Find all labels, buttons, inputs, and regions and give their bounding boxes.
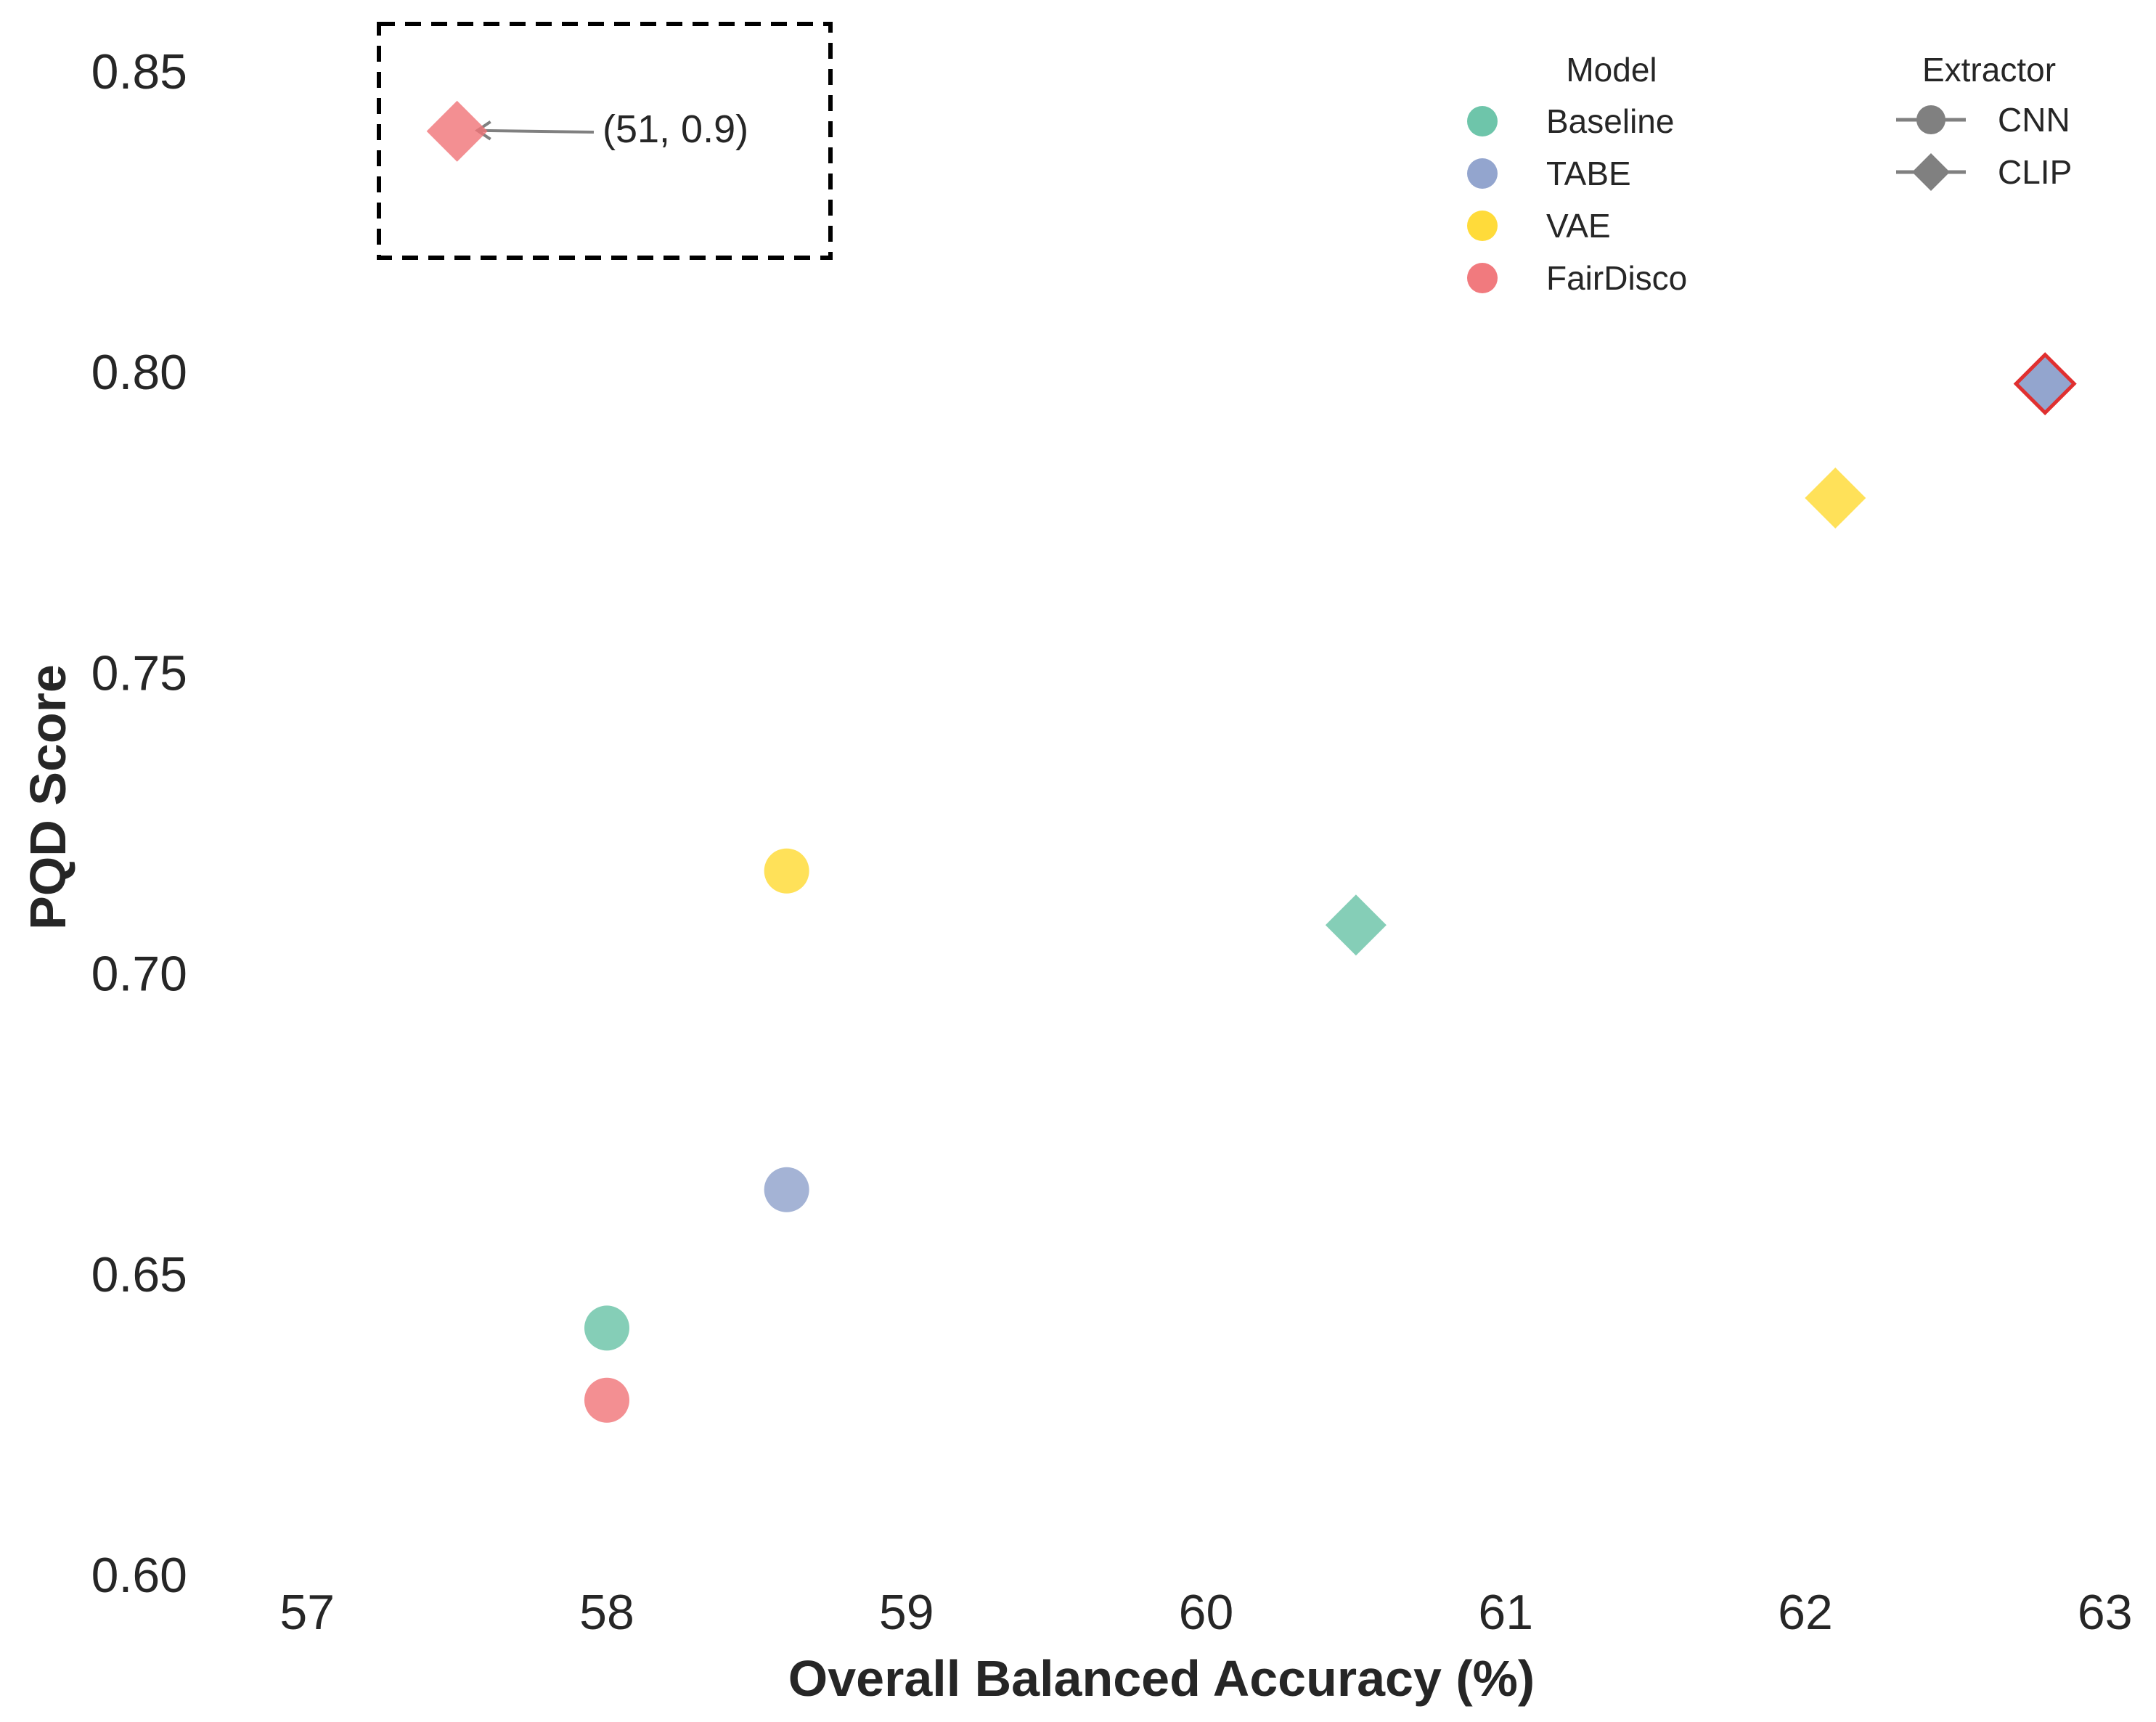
legend-model-title: Model — [1566, 51, 1657, 89]
legend-label-baseline: Baseline — [1546, 102, 1674, 140]
x-tick-label: 58 — [579, 1585, 634, 1640]
legend-label-fairdisco: FairDisco — [1546, 259, 1687, 297]
off-scale-annotation: (51, 0.9) — [377, 22, 833, 260]
x-tick-label: 57 — [279, 1585, 335, 1640]
point-baseline-clip — [1325, 894, 1387, 956]
point-baseline-cnn — [584, 1305, 630, 1351]
point-fairdisco-cnn — [584, 1377, 630, 1423]
x-tick-label: 61 — [1478, 1585, 1533, 1640]
legend-swatch-fairdisco — [1467, 263, 1498, 293]
y-axis-title: PQD Score — [20, 664, 76, 930]
y-tick-label: 0.75 — [91, 645, 187, 701]
legend-swatch-vae — [1467, 211, 1498, 241]
x-tick-label: 63 — [2078, 1585, 2133, 1640]
y-tick-label: 0.65 — [91, 1247, 187, 1302]
legend-swatch-baseline — [1467, 106, 1498, 136]
legend-marker-clip — [1912, 153, 1950, 191]
x-axis-ticks: 57 58 59 60 61 62 63 — [279, 1585, 2132, 1640]
y-tick-label: 0.80 — [91, 345, 187, 400]
point-vae-clip — [1805, 468, 1866, 529]
legend-label-clip: CLIP — [1998, 153, 2072, 191]
x-tick-label: 60 — [1179, 1585, 1234, 1640]
legend-extractor-entries: CNN CLIP — [1896, 101, 2072, 191]
annotation-arrow — [477, 128, 595, 134]
x-axis-title: Overall Balanced Accuracy (%) — [788, 1650, 1535, 1707]
legend-label-cnn: CNN — [1998, 101, 2070, 139]
point-fairdisco-clip — [426, 100, 488, 162]
legend-label-tabe: TABE — [1546, 155, 1631, 192]
y-tick-label: 0.70 — [91, 947, 187, 1002]
legend-extractor-title: Extractor — [1922, 51, 2056, 89]
legend-label-vae: VAE — [1546, 207, 1611, 245]
y-tick-label: 0.60 — [91, 1548, 187, 1603]
point-tabe-cnn — [764, 1167, 809, 1212]
y-axis-ticks: 0.60 0.65 0.70 0.75 0.80 0.85 — [91, 44, 187, 1603]
x-tick-label: 62 — [1778, 1585, 1833, 1640]
point-tabe-clip — [2013, 352, 2077, 416]
point-vae-cnn — [764, 848, 809, 894]
y-tick-label: 0.85 — [91, 44, 187, 99]
annotation-label: (51, 0.9) — [603, 107, 748, 151]
legend: Model Extractor Baseline TABE VAE FairDisco… — [1467, 51, 2072, 297]
x-tick-label: 59 — [879, 1585, 934, 1640]
legend-swatch-tabe — [1467, 158, 1498, 189]
data-points — [426, 100, 2077, 1423]
legend-marker-cnn — [1916, 105, 1945, 134]
legend-model-entries: Baseline TABE VAE FairDisco — [1467, 102, 1687, 297]
